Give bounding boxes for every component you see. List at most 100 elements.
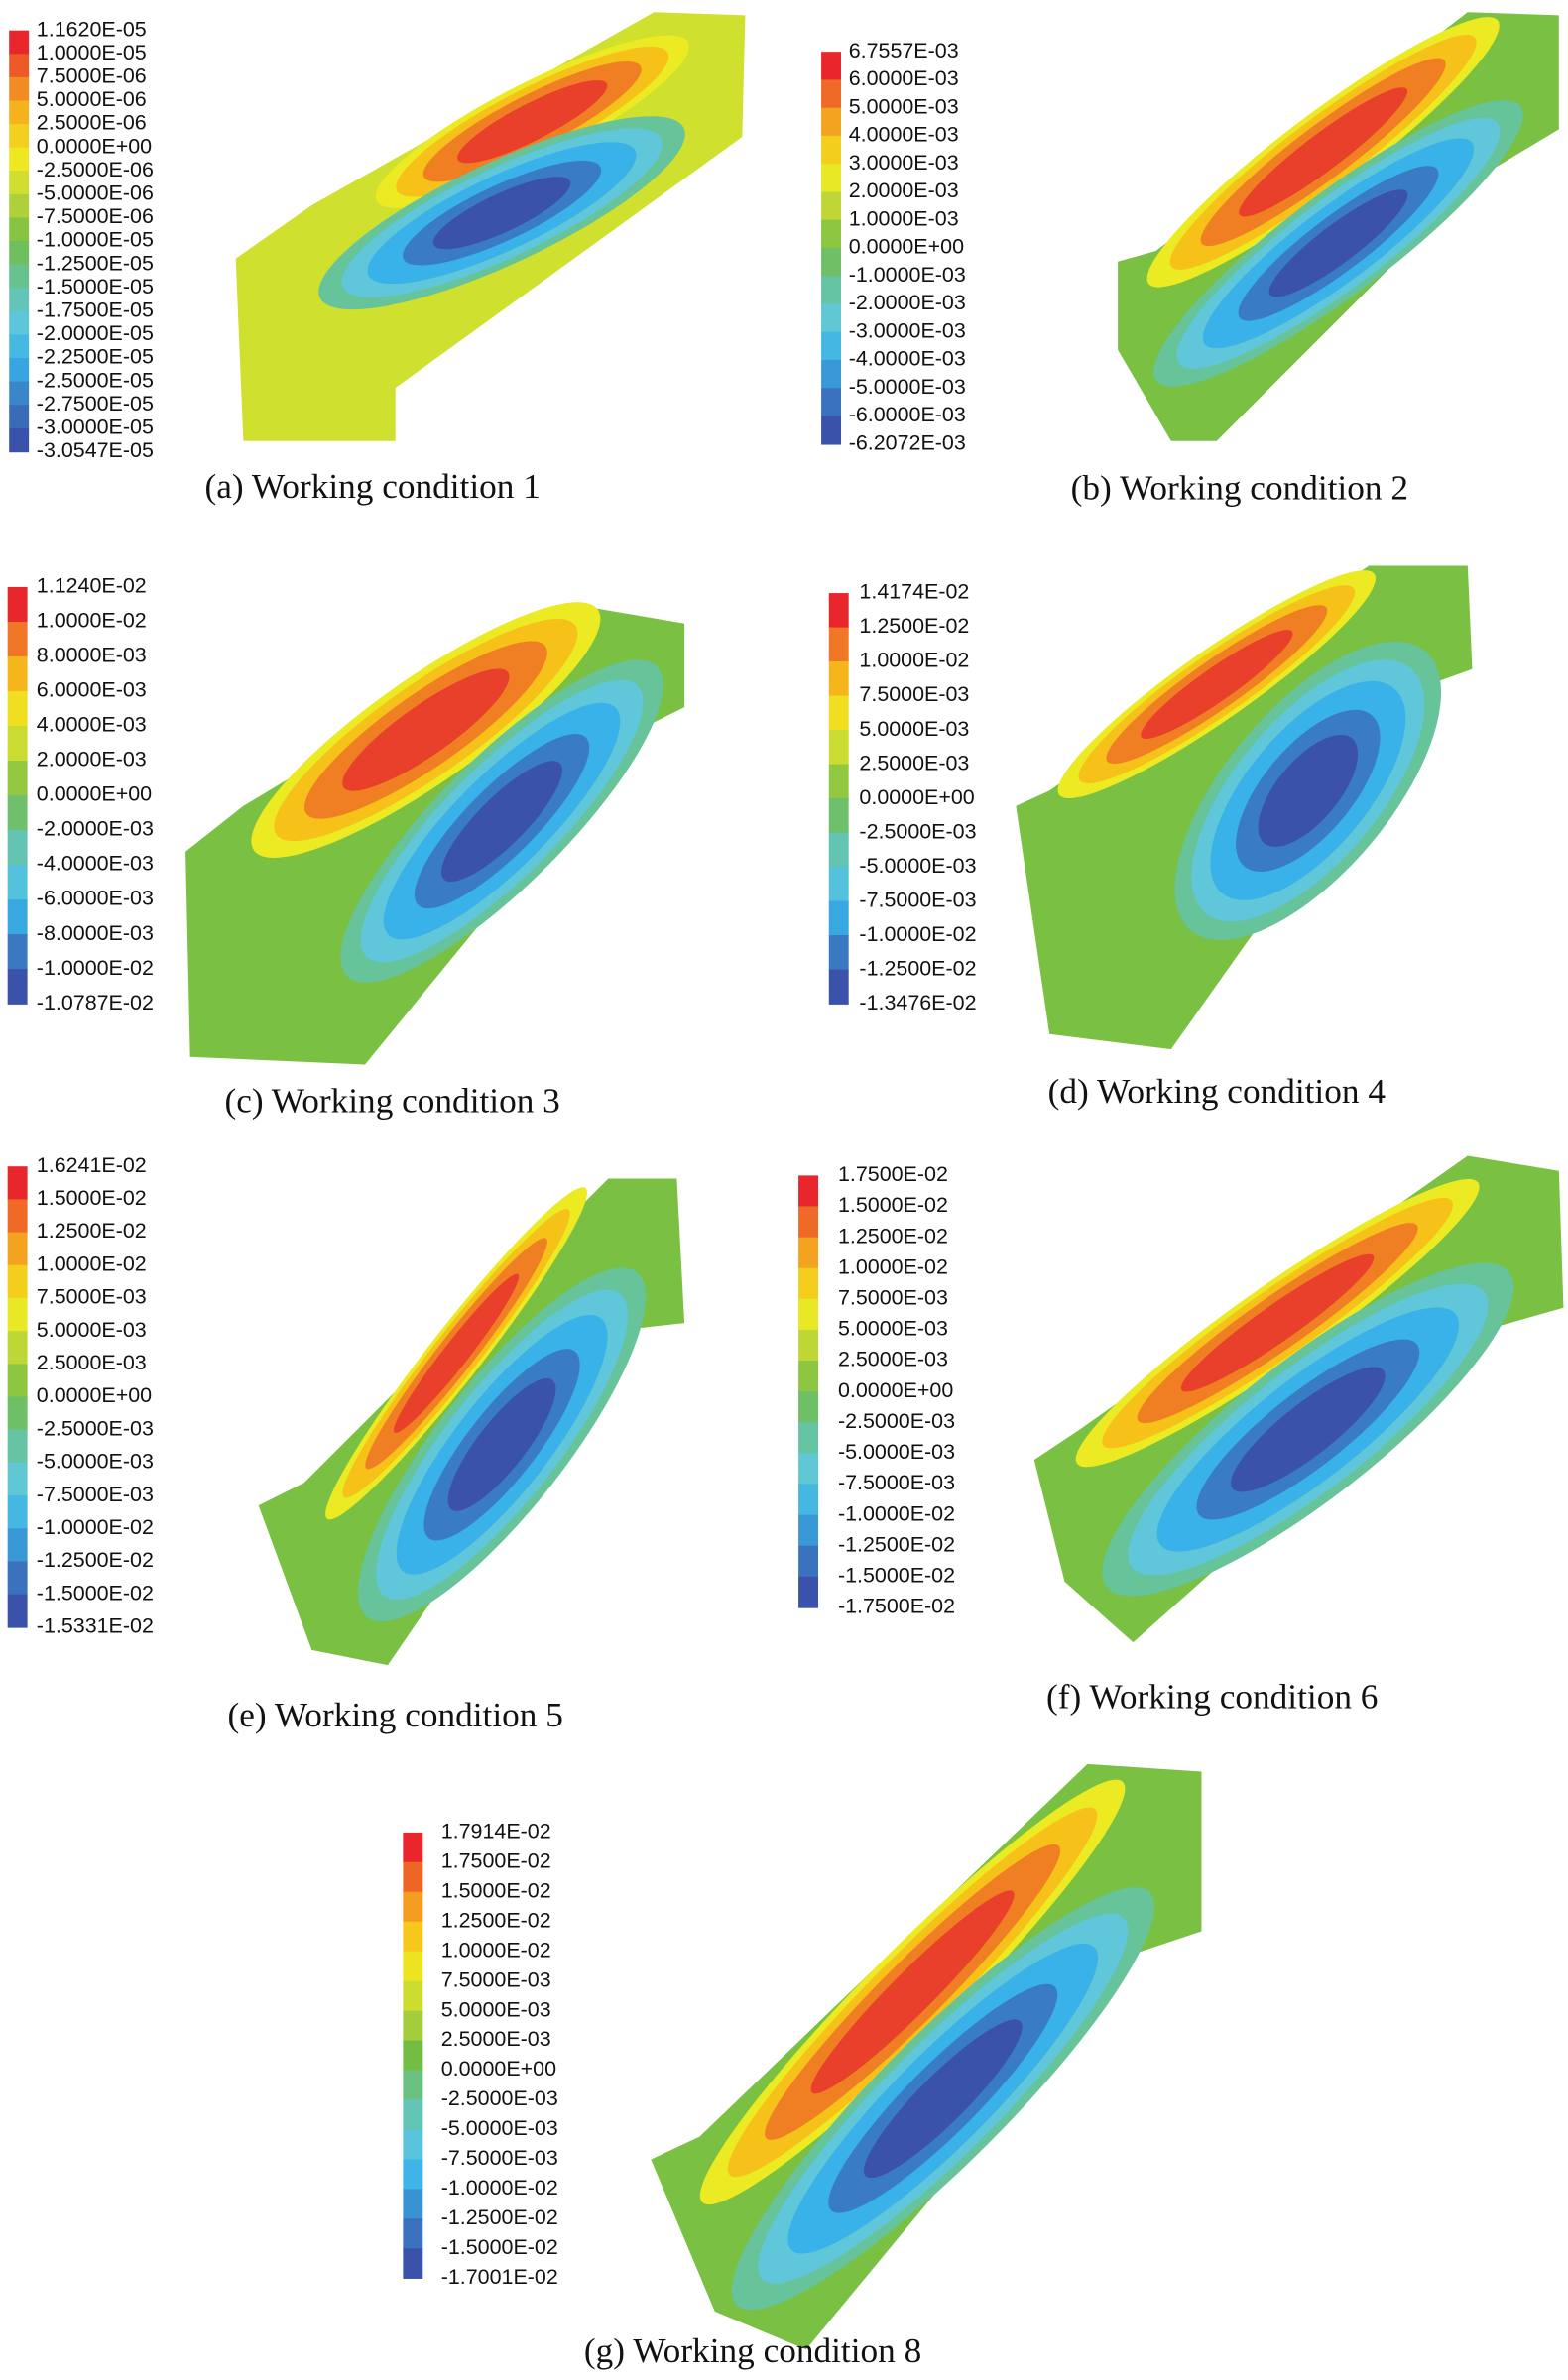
legend-swatch: [7, 865, 28, 900]
negative-zone: [447, 1377, 556, 1511]
legend-swatch: [828, 593, 849, 629]
legend-label: 1.7914E-02: [441, 1820, 551, 1844]
legend-swatch: [7, 830, 28, 866]
legend-label: 1.0000E-02: [441, 1938, 551, 1962]
legend-label: -1.0000E-05: [37, 228, 154, 252]
legend-label: 7.5000E-03: [441, 1967, 551, 1991]
panel: 1.1620E-051.0000E-057.5000E-065.0000E-06…: [9, 12, 746, 506]
legend-swatch: [403, 2159, 423, 2191]
legend-swatch: [9, 334, 30, 359]
legend-label: 2.5000E-03: [838, 1348, 948, 1371]
legend-label: 1.2500E-02: [37, 1219, 147, 1243]
legend-swatch: [403, 2218, 423, 2249]
legend-swatch: [9, 30, 30, 56]
legend-label: -2.5000E-06: [37, 158, 154, 181]
legend-swatch: [9, 217, 30, 242]
positive-zone: [810, 1890, 1015, 2094]
legend-label: -1.7500E-02: [838, 1595, 955, 1618]
legend-label: 1.2500E-02: [859, 614, 969, 638]
legend-label: -2.5000E-03: [37, 1416, 154, 1440]
legend-swatch: [798, 1206, 819, 1239]
legend-swatch: [7, 934, 28, 970]
negative-zone: [1230, 1367, 1386, 1492]
legend-swatch: [403, 1951, 423, 1982]
legend-label: -1.5000E-02: [838, 1563, 955, 1587]
negative-zone: [863, 2019, 1023, 2179]
legend-swatch: [9, 310, 30, 336]
legend-label: -5.0000E-03: [859, 854, 976, 878]
legend-swatch: [7, 621, 28, 657]
legend-swatch: [798, 1422, 819, 1455]
legend-swatch: [7, 1594, 28, 1628]
legend-swatch: [9, 76, 30, 102]
legend-label: -3.0547E-05: [37, 438, 154, 462]
legend-label: -1.5331E-02: [37, 1614, 154, 1638]
legend-label: -1.0000E-02: [37, 1515, 154, 1539]
legend-label: -7.5000E-03: [441, 2146, 558, 2170]
legend-swatch: [798, 1453, 819, 1486]
legend-swatch: [828, 798, 849, 834]
legend-swatch: [798, 1545, 819, 1578]
legend-swatch: [798, 1391, 819, 1424]
legend-swatch: [821, 164, 842, 193]
legend-label: 1.2500E-02: [441, 1908, 551, 1932]
legend-swatch: [798, 1298, 819, 1331]
legend-label: 2.5000E-03: [441, 2027, 551, 2051]
legend-swatch: [821, 79, 842, 109]
positive-zone: [393, 1273, 520, 1433]
legend-label: 5.0000E-06: [37, 87, 147, 111]
legend-swatch: [7, 1462, 28, 1496]
legend-swatch: [403, 2189, 423, 2220]
panel: 1.4174E-02 1.2500E-02 1.0000E-02 7.5000E-03…: [828, 565, 1473, 1111]
legend-swatch: [403, 1980, 423, 2012]
legend-label: -1.2500E-02: [37, 1548, 154, 1572]
legend-swatch: [821, 247, 842, 277]
contour-plot: [1016, 565, 1473, 1050]
legend-label: -8.0000E-03: [37, 921, 154, 945]
legend-label: -1.0000E-02: [838, 1501, 955, 1525]
caption: (f) Working condition 6: [1046, 1678, 1378, 1717]
legend-label: 4.0000E-03: [37, 713, 147, 737]
legend-label: -1.2500E-05: [37, 251, 154, 275]
caption: (a) Working condition 1: [205, 467, 541, 506]
legend-label: 2.5000E-06: [37, 111, 147, 135]
legend-label: -4.0000E-03: [37, 852, 154, 876]
legend-swatch: [821, 388, 842, 417]
legend-swatch: [798, 1175, 819, 1208]
legend-label: 2.5000E-03: [37, 1351, 147, 1374]
legend-swatch: [403, 2099, 423, 2131]
legend-label: 0.0000E+00: [37, 782, 152, 806]
legend-label: -1.2500E-02: [441, 2205, 558, 2229]
legend-label: 5.0000E-03: [37, 1318, 147, 1342]
legend-swatch: [7, 1495, 28, 1530]
legend-swatch: [798, 1484, 819, 1516]
legend-label: -6.2072E-03: [849, 430, 966, 454]
legend-swatch: [821, 416, 842, 445]
panel: 1.7500E-02 1.5000E-02 1.2500E-02 1.0000E-02…: [798, 1155, 1564, 1717]
legend-label: -5.0000E-03: [37, 1450, 154, 1474]
legend-swatch: [7, 795, 28, 831]
caption: (e) Working condition 5: [228, 1696, 563, 1734]
legend-swatch: [7, 969, 28, 1005]
caption: (c) Working condition 3: [224, 1081, 559, 1120]
negative-zone: [1268, 189, 1408, 298]
legend-label: 1.0000E-02: [838, 1254, 948, 1278]
legend-swatch: [9, 193, 30, 219]
legend-label: 1.0000E-02: [37, 1251, 147, 1275]
legend-label: 0.0000E+00: [849, 235, 964, 259]
legend-swatch: [7, 1166, 28, 1201]
legend-label: 2.0000E-03: [849, 178, 959, 202]
legend-label: -7.5000E-03: [859, 888, 976, 911]
figure-content: 1.1620E-051.0000E-057.5000E-065.0000E-06…: [7, 12, 1564, 2370]
legend-swatch: [403, 2040, 423, 2072]
contour-plot: [651, 1763, 1202, 2350]
legend-label: -2.0000E-05: [37, 321, 154, 345]
legend-swatch: [7, 1264, 28, 1299]
legend-label: 0.0000E+00: [37, 1383, 152, 1407]
legend-label: 5.0000E-03: [838, 1317, 948, 1341]
legend-label: 1.7500E-02: [838, 1162, 948, 1186]
legend-swatch: [403, 2129, 423, 2161]
legend-label: -6.0000E-03: [37, 887, 154, 910]
legend-label: 6.0000E-03: [37, 678, 147, 702]
legend-label: -7.5000E-03: [838, 1471, 955, 1494]
